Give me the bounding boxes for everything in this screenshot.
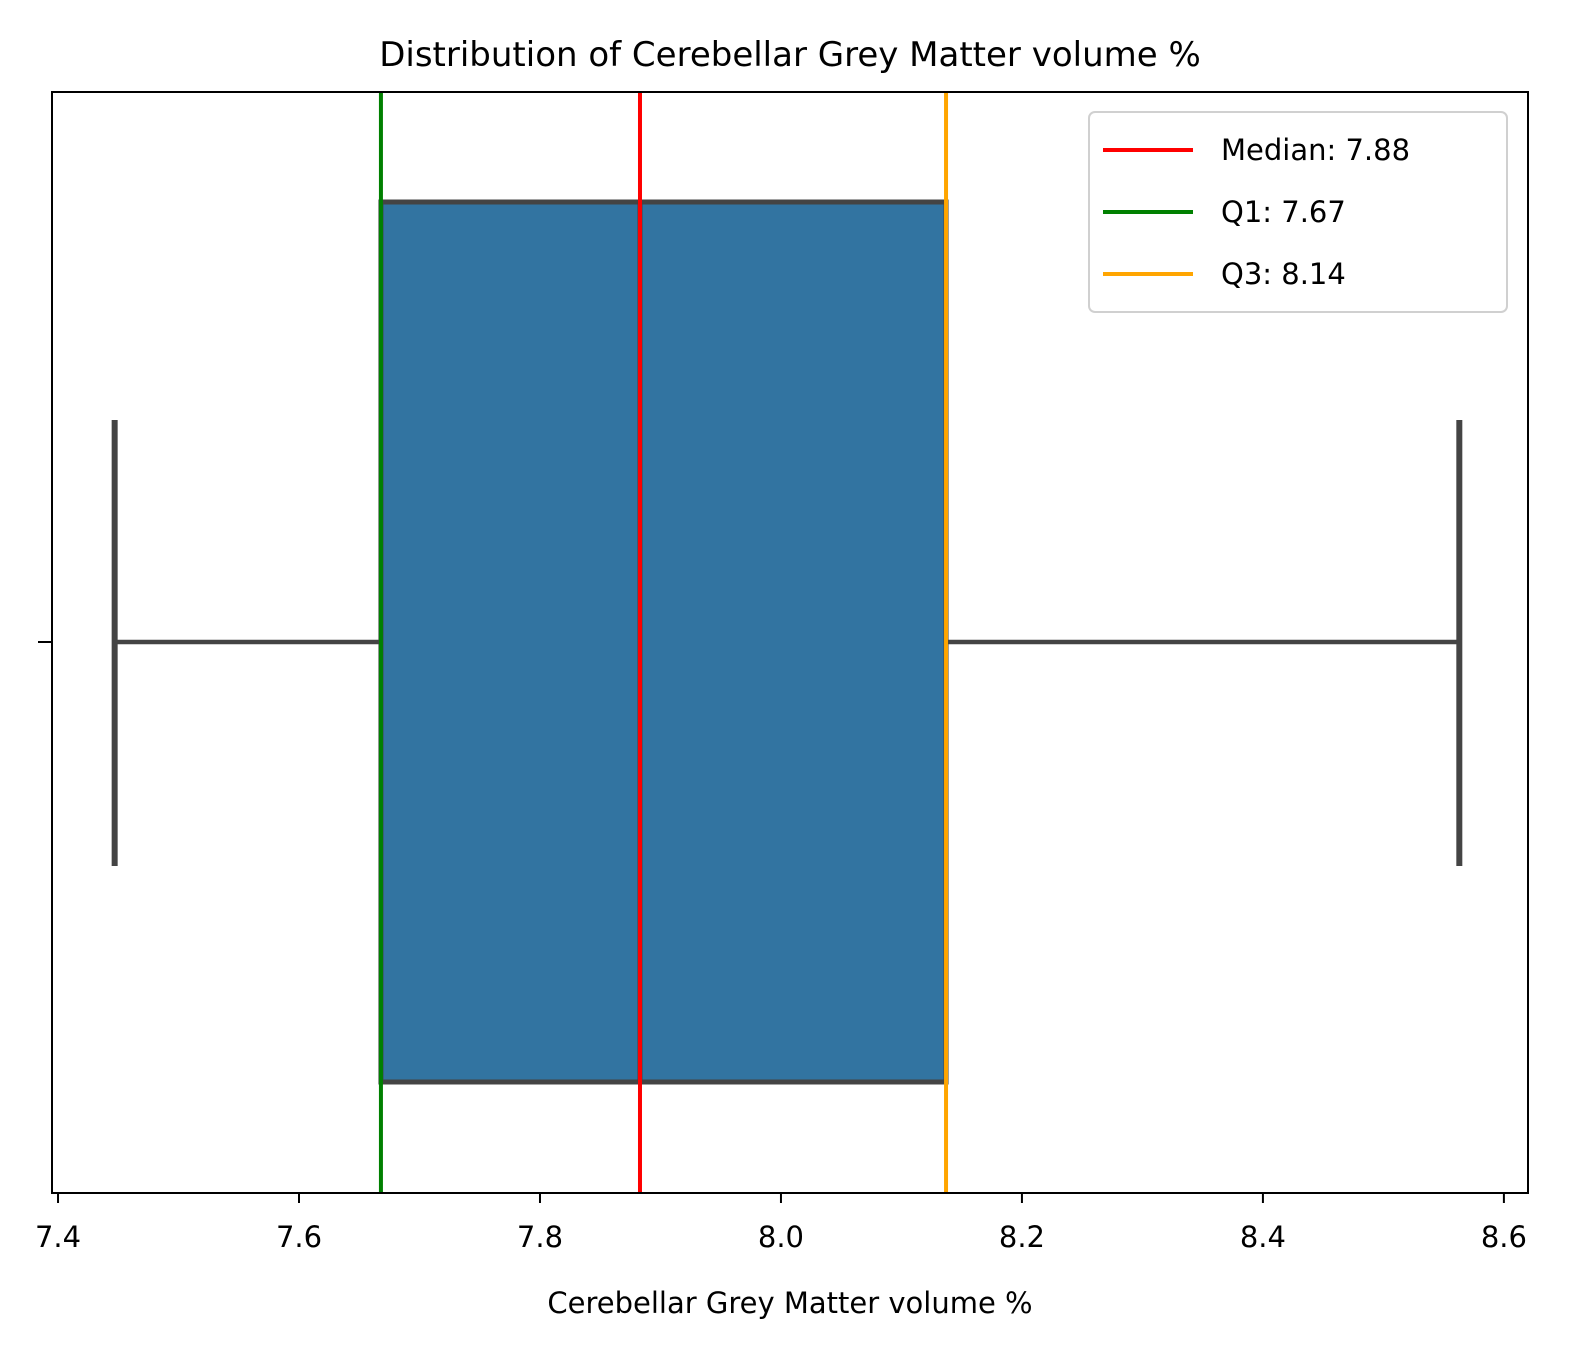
x-tick-label-2: 7.6 — [276, 1220, 322, 1254]
iqr-box — [378, 199, 949, 1085]
x-tick-label-5: 8.2 — [999, 1220, 1045, 1254]
legend-box — [1088, 111, 1508, 313]
x-tick-label-1: 7.4 — [35, 1220, 81, 1254]
legend: Median: 7.88 Q1: 7.67 Q3: 8.14 — [1088, 111, 1508, 313]
chart-title: Distribution of Cerebellar Grey Matter v… — [379, 35, 1201, 75]
x-axis: 7.4 7.6 7.8 8.0 8.2 8.4 8.6 — [35, 1193, 1527, 1254]
legend-label-2: Q1: 7.67 — [1221, 195, 1346, 229]
x-tick-label-4: 8.0 — [758, 1220, 804, 1254]
legend-label-1: Median: 7.88 — [1221, 133, 1410, 167]
x-tick-label-6: 8.4 — [1240, 1220, 1286, 1254]
x-tick-label-3: 7.8 — [517, 1220, 563, 1254]
plot-area — [51, 91, 1529, 1194]
x-tick-label-7: 8.6 — [1481, 1220, 1527, 1254]
x-axis-label: Cerebellar Grey Matter volume % — [547, 1286, 1032, 1320]
legend-label-3: Q3: 8.14 — [1221, 257, 1346, 291]
